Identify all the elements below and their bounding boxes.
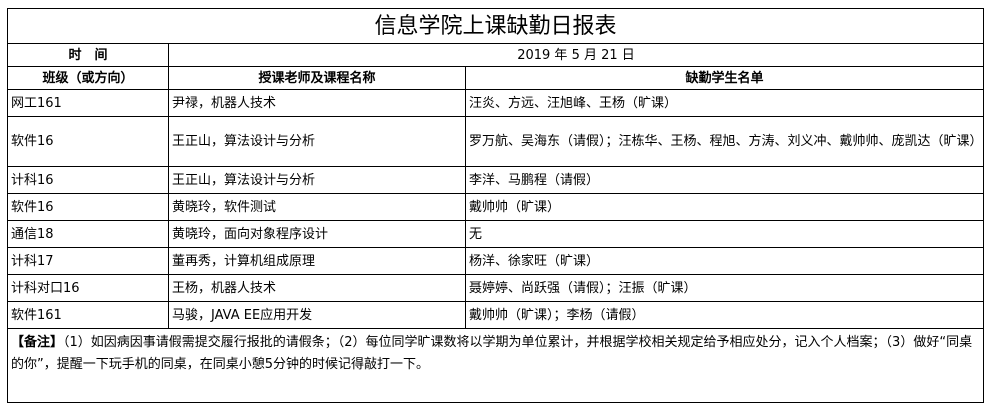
table-row: 软件16 王正山，算法设计与分析 罗万航、吴海东（请假）；汪栋华、王杨、程旭、方涛、… — [7, 116, 985, 167]
header-class: 班级（或方向） — [7, 66, 169, 90]
cell-teacher-course: 尹禄，机器人技术 — [168, 89, 466, 117]
notes-text: （1）如因病因事请假需提交履行报批的请假条；（2）每位同学旷课数将以学期为单位累… — [11, 335, 973, 372]
cell-teacher-course: 黄晓玲，软件测试 — [168, 193, 466, 221]
cell-teacher-course: 董再秀，计算机组成原理 — [168, 247, 466, 275]
cell-absent-students: 汪炎、方远、汪旭峰、王杨（旷课） — [464, 89, 985, 117]
table-row: 计科17 董再秀，计算机组成原理 杨洋、徐家旺（旷课） — [7, 247, 985, 275]
cell-absent-students: 聂婷婷、尚跃强（请假）；汪振（旷课） — [464, 274, 985, 302]
notes-label: 【备注】 — [11, 335, 64, 350]
report-date: 2019 年 5 月 21 日 — [167, 43, 985, 67]
table-row: 软件16 黄晓玲，软件测试 戴帅帅（旷课） — [7, 193, 985, 221]
cell-absent-students: 戴帅帅（旷课）；李杨（请假） — [464, 301, 985, 329]
notes-cell: 【备注】（1）如因病因事请假需提交履行报批的请假条；（2）每位同学旷课数将以学期… — [6, 328, 985, 403]
table-row: 计科16 王正山，算法设计与分析 李洋、马鹏程（请假） — [7, 166, 985, 194]
cell-class: 软件16 — [7, 116, 169, 167]
table-row: 网工161 尹禄，机器人技术 汪炎、方远、汪旭峰、王杨（旷课） — [7, 89, 985, 117]
header-absent-students: 缺勤学生名单 — [464, 66, 985, 90]
cell-class: 计科16 — [7, 166, 169, 194]
report-title: 信息学院上课缺勤日报表 — [6, 8, 985, 44]
cell-absent-students: 无 — [464, 220, 985, 248]
table-row: 软件161 马骏，JAVA EE应用开发 戴帅帅（旷课）；李杨（请假） — [7, 301, 985, 329]
cell-teacher-course: 王杨，机器人技术 — [168, 274, 466, 302]
cell-class: 通信18 — [7, 220, 169, 248]
cell-teacher-course: 王正山，算法设计与分析 — [168, 116, 466, 167]
cell-class: 计科对口16 — [7, 274, 169, 302]
cell-teacher-course: 王正山，算法设计与分析 — [168, 166, 466, 194]
cell-class: 网工161 — [7, 89, 169, 117]
cell-class: 计科17 — [7, 247, 169, 275]
cell-absent-students: 戴帅帅（旷课） — [464, 193, 985, 221]
table-row: 通信18 黄晓玲，面向对象程序设计无 — [7, 220, 985, 248]
absence-report-table: 信息学院上课缺勤日报表 时 间 2019 年 5 月 21 日 班级（或方向） … — [6, 8, 985, 403]
time-label: 时 间 — [7, 43, 169, 67]
cell-class: 软件16 — [7, 193, 169, 221]
cell-absent-students: 罗万航、吴海东（请假）；汪栋华、王杨、程旭、方涛、刘义冲、戴帅帅、庞凯达（旷课） — [464, 116, 985, 167]
cell-teacher-course: 马骏，JAVA EE应用开发 — [168, 301, 466, 329]
table-row: 计科对口16 王杨，机器人技术 聂婷婷、尚跃强（请假）；汪振（旷课） — [7, 274, 985, 302]
cell-absent-students: 李洋、马鹏程（请假） — [464, 166, 985, 194]
header-teacher-course: 授课老师及课程名称 — [168, 66, 466, 90]
cell-teacher-course: 黄晓玲，面向对象程序设计 — [168, 220, 466, 248]
cell-class: 软件161 — [7, 301, 169, 329]
cell-absent-students: 杨洋、徐家旺（旷课） — [464, 247, 985, 275]
